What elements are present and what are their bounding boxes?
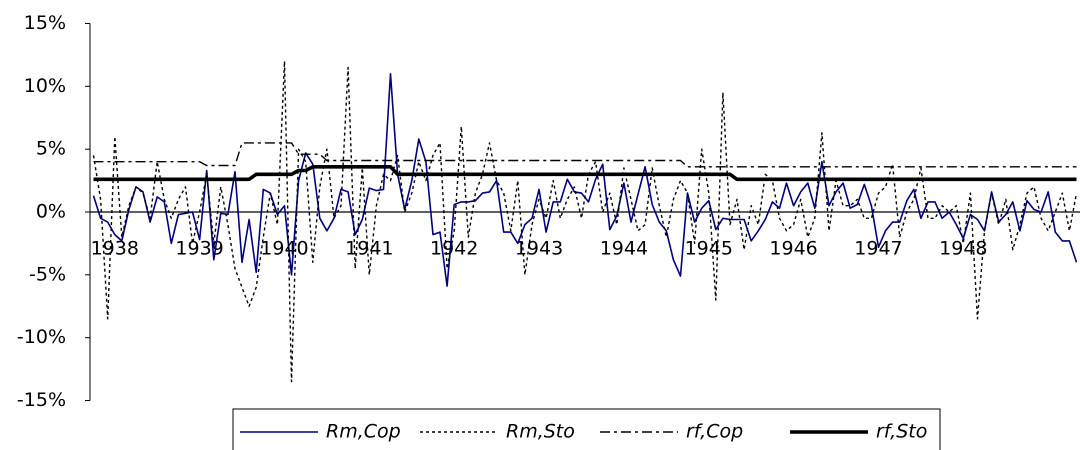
x-tick-label: 1943 (515, 238, 563, 260)
series-line (93, 142, 1077, 168)
series-line (93, 165, 1077, 182)
x-tick-label: 1948 (939, 238, 987, 260)
x-tick-label: 1941 (345, 238, 393, 260)
x-tick-label: 1947 (854, 238, 902, 260)
legend-label: Rm,Cop (326, 421, 401, 443)
x-tick-label: 1940 (260, 238, 308, 260)
x-tick-label: 1944 (600, 238, 648, 260)
legend-label: rf,Cop (686, 421, 743, 443)
x-tick-label: 1942 (430, 238, 478, 260)
legend-label: rf,Sto (876, 421, 927, 443)
y-tick-label: 5% (36, 138, 66, 160)
y-tick-label: 15% (24, 12, 66, 34)
legend-label: Rm,Sto (506, 421, 575, 443)
y-tick-label: 10% (24, 75, 66, 97)
y-tick-label: 0% (36, 201, 66, 223)
y-tick-label: -5% (29, 263, 66, 285)
x-tick-label: 1946 (769, 238, 817, 260)
x-tick-label: 1938 (91, 238, 139, 260)
series-line (92, 60, 1078, 383)
y-tick-label: -15% (17, 389, 66, 411)
x-tick-label: 1945 (685, 238, 733, 260)
y-tick-label: -10% (17, 326, 66, 348)
legend-box (232, 408, 941, 450)
